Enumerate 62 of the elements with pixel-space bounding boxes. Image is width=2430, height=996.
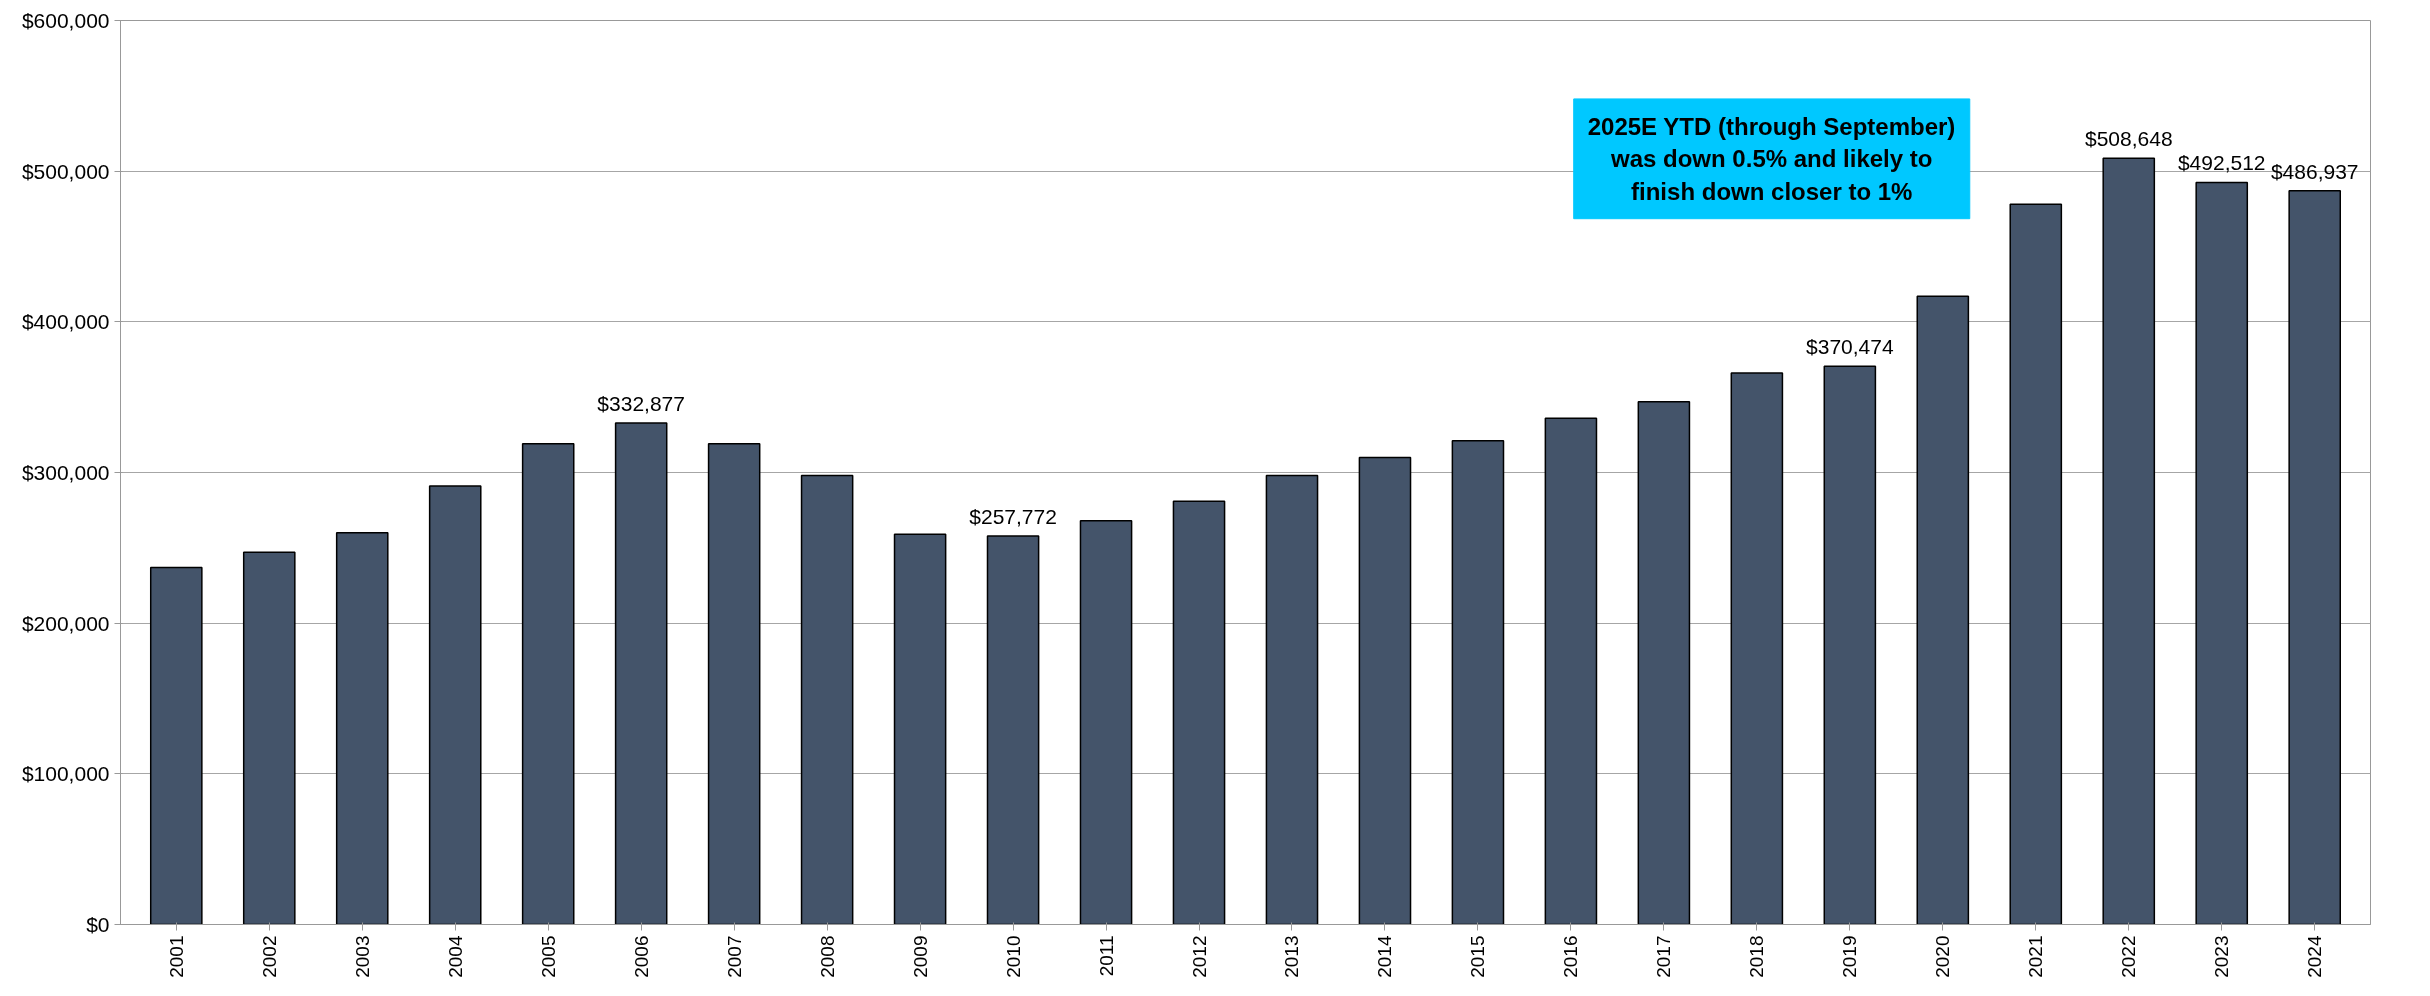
x-tick-label: 2020: [1932, 935, 1954, 978]
x-tick-label: 2016: [1560, 935, 1582, 978]
y-tick-label: $300,000: [21, 461, 110, 484]
data-label: $508,648: [2084, 127, 2173, 151]
data-label: $486,937: [2270, 159, 2359, 183]
x-tick-label: 2017: [1653, 935, 1675, 978]
y-tick-label: $0: [86, 913, 110, 936]
annotation: 2025E YTD (through September) was down 0.5% and likely to finish down closer to 1%: [1587, 112, 1956, 205]
x-tick-label: 2010: [1002, 935, 1024, 978]
bar: [2195, 181, 2249, 925]
y-tick-label: $200,000: [21, 611, 110, 635]
data-label: $492,512: [2177, 151, 2266, 175]
x-tick-label: 2006: [630, 935, 652, 978]
x-tick-label: 2012: [1188, 935, 1210, 978]
x-tick-label: 2005: [537, 935, 559, 978]
x-tick-label: 2003: [351, 935, 373, 978]
data-label: $332,877: [597, 391, 685, 415]
x-tick-label: 2001: [165, 935, 187, 978]
x-tick-label: 2015: [1467, 935, 1489, 978]
bar: [800, 474, 854, 925]
x-tick-label: 2013: [1281, 935, 1303, 978]
y-tick-label: $400,000: [21, 310, 110, 334]
y-tick-label: $600,000: [21, 9, 110, 32]
bar: [1265, 474, 1319, 925]
bar: [1172, 500, 1226, 925]
y-tick-label: $100,000: [21, 762, 110, 786]
bar: [2288, 190, 2342, 925]
x-tick-label: 2007: [723, 935, 745, 978]
bar: [1823, 365, 1877, 925]
bar: [1916, 295, 1970, 925]
x-tick-label: 2004: [444, 935, 466, 978]
bar: [428, 485, 482, 925]
y-tick-label: $500,000: [21, 159, 110, 183]
bar: [1544, 417, 1598, 925]
x-tick-label: 2021: [2025, 935, 2047, 978]
bar: [1730, 372, 1784, 925]
x-tick-label: 2014: [1374, 935, 1396, 978]
bar: [1451, 440, 1505, 925]
bar: [2102, 157, 2156, 925]
x-tick-label: 2023: [2211, 935, 2233, 978]
bar: [707, 443, 761, 925]
bar: [149, 566, 203, 925]
x-tick-label: 2019: [1839, 935, 1861, 978]
bar: [335, 532, 389, 925]
x-tick-label: 2024: [2304, 935, 2326, 978]
data-label: $257,772: [969, 505, 1057, 529]
bar: [242, 551, 296, 925]
data-label: $370,474: [1806, 335, 1894, 359]
x-tick-label: 2011: [1095, 935, 1117, 977]
x-tick-label: 2002: [258, 935, 280, 978]
bar: [2009, 203, 2063, 925]
bar: [1358, 456, 1412, 925]
x-tick-label: 2009: [909, 935, 931, 978]
bar: [986, 535, 1040, 925]
x-tick-label: 2018: [1746, 935, 1768, 978]
bar: [1079, 519, 1133, 925]
x-tick-label: 2008: [816, 935, 838, 978]
bar: [521, 443, 575, 925]
x-tick-label: 2022: [2118, 935, 2140, 978]
bar: [893, 533, 947, 925]
bar: [1637, 400, 1691, 925]
bar: [614, 422, 668, 925]
